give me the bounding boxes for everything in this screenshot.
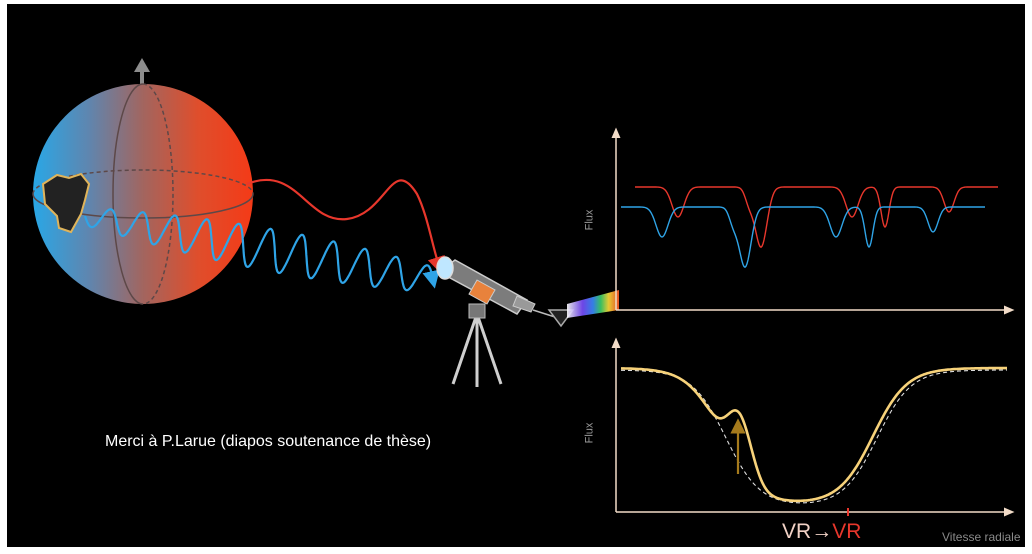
red-light-path — [246, 178, 445, 275]
diagram-graphics — [32, 58, 1015, 517]
vr-arrow-glyph: → — [811, 520, 833, 543]
vr-shift-label: VR→VR — [782, 520, 861, 544]
blueshifted-spectrum-line — [621, 206, 985, 269]
slide-canvas: Merci à P.Larue (diapos soutenance de th… — [7, 4, 1025, 547]
top-plot-ylabel: Flux — [583, 209, 596, 231]
star-spot — [41, 172, 91, 234]
star-body — [33, 84, 253, 304]
perturbed-line-profile — [621, 366, 1007, 503]
bottom-plot-ylabel: Flux — [583, 422, 596, 444]
rotation-axis-arrowhead — [134, 58, 150, 72]
redshifted-spectrum-line — [635, 186, 998, 249]
star-meridian-front — [112, 83, 144, 305]
bottom-plot-xlabel: Vitesse radiale — [942, 530, 1021, 544]
star-sphere-icon — [32, 58, 254, 305]
vr-shifted: VR — [832, 520, 862, 543]
bottom-plot-axes — [611, 337, 1015, 517]
telescope-icon — [436, 256, 556, 387]
prism-icon — [547, 290, 619, 328]
top-plot-axes — [611, 127, 1015, 315]
star-meridian-back — [142, 83, 174, 305]
unperturbed-line-profile — [621, 369, 1007, 504]
vr-original: VR — [782, 520, 812, 543]
credit-text: Merci à P.Larue (diapos soutenance de th… — [105, 433, 432, 450]
blue-light-path — [83, 208, 440, 292]
